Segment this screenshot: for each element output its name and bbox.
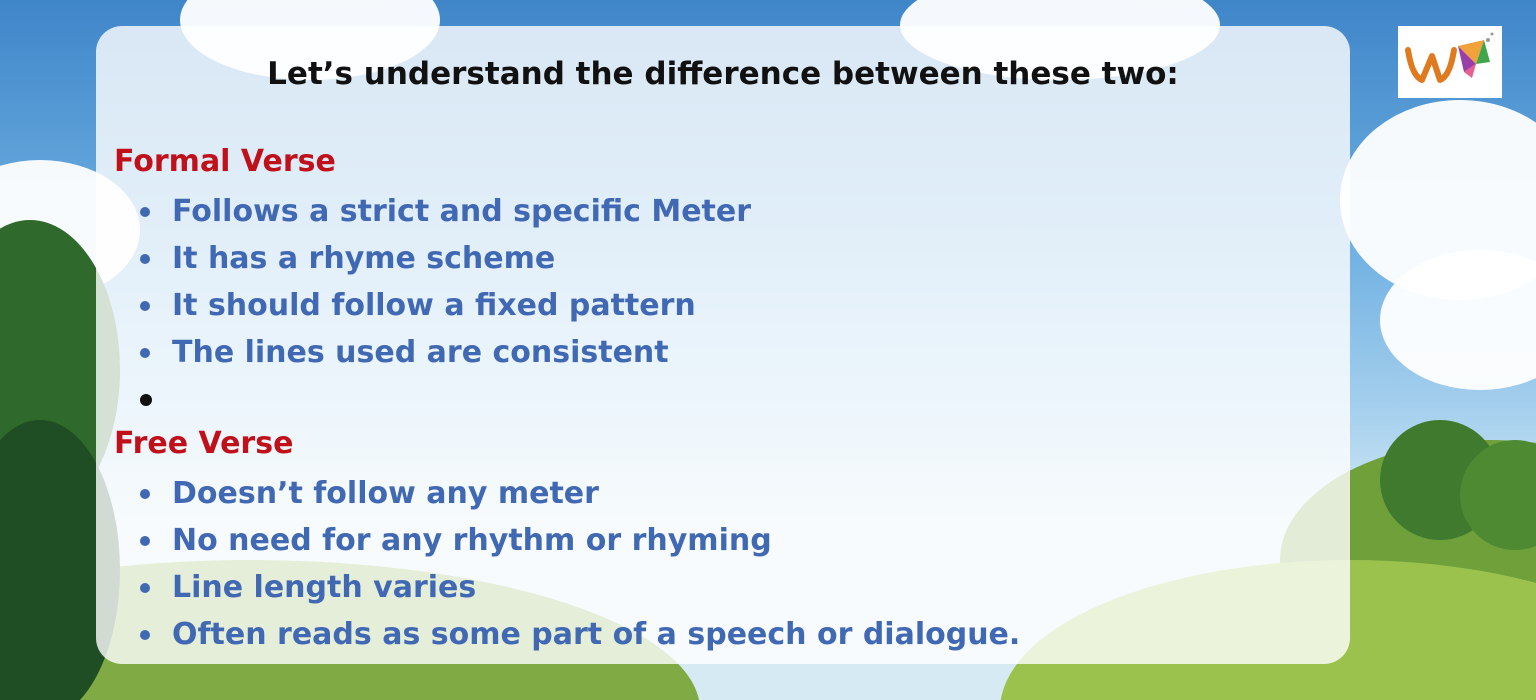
section-heading-formal-verse: Formal Verse bbox=[114, 144, 336, 179]
content-card: Let’s understand the difference between … bbox=[96, 26, 1350, 664]
list-item-text: It has a rhyme scheme bbox=[172, 241, 556, 276]
list-item-text: It should follow a fixed pattern bbox=[172, 288, 696, 323]
list-item-text: Follows a strict and specific Meter bbox=[172, 194, 752, 229]
list-item: Line length varies bbox=[140, 564, 1020, 611]
bullet-dot bbox=[140, 489, 150, 499]
list-item: It should follow a fixed pattern bbox=[140, 282, 751, 329]
free-verse-list: Doesn’t follow any meter No need for any… bbox=[140, 470, 1021, 658]
logo bbox=[1398, 26, 1502, 98]
bullet-dot bbox=[140, 348, 150, 358]
bullet-dot bbox=[140, 536, 150, 546]
list-item-text: No need for any rhythm or rhyming bbox=[172, 523, 772, 558]
cloud bbox=[1380, 250, 1536, 390]
w-kite-logo-icon bbox=[1405, 32, 1494, 83]
bullet-dot bbox=[140, 630, 150, 640]
section-heading-free-verse: Free Verse bbox=[114, 426, 294, 461]
empty-bullet bbox=[140, 394, 152, 406]
list-item: Often reads as some part of a speech or … bbox=[140, 611, 1021, 658]
formal-verse-list: Follows a strict and specific Meter It h… bbox=[140, 188, 752, 376]
list-item-text: Line length varies bbox=[172, 570, 477, 605]
list-item-text: Often reads as some part of a speech or … bbox=[172, 617, 1021, 652]
list-item: Doesn’t follow any meter bbox=[140, 470, 1020, 517]
list-item-text: Doesn’t follow any meter bbox=[172, 476, 599, 511]
list-item: It has a rhyme scheme bbox=[140, 235, 751, 282]
page-title: Let’s understand the difference between … bbox=[267, 56, 1179, 92]
list-item: No need for any rhythm or rhyming bbox=[140, 517, 1020, 564]
list-item-text: The lines used are consistent bbox=[172, 335, 669, 370]
bullet-dot bbox=[140, 301, 150, 311]
bullet-dot bbox=[140, 207, 150, 217]
bullet-dot bbox=[140, 583, 150, 593]
list-item: The lines used are consistent bbox=[140, 329, 751, 376]
bullet-dot bbox=[140, 254, 150, 264]
list-item: Follows a strict and specific Meter bbox=[140, 188, 752, 235]
